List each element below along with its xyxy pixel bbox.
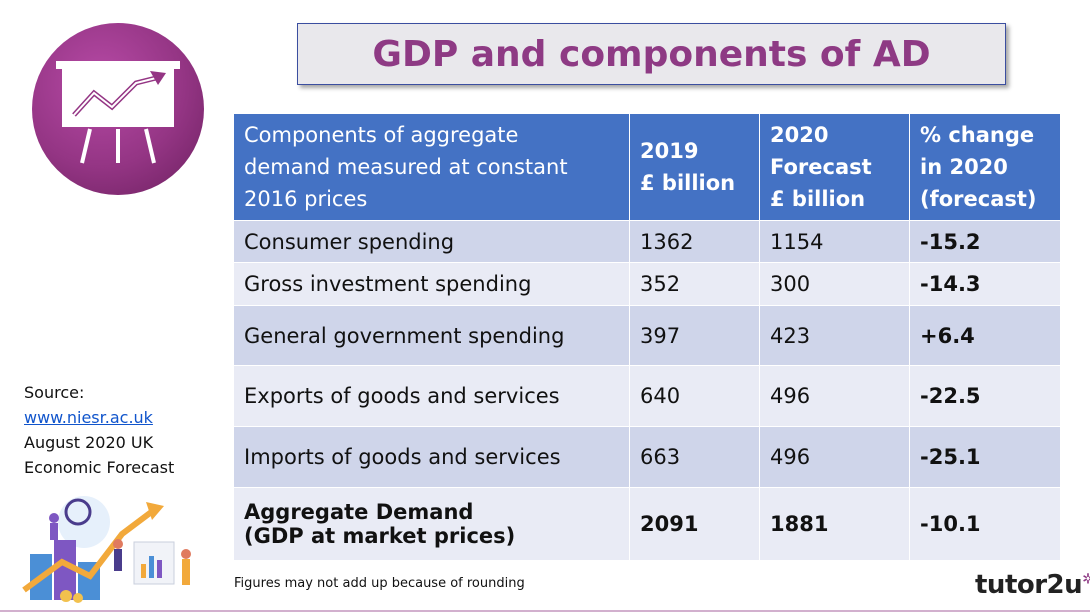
- row-label: Gross investment spending: [233, 262, 630, 306]
- value-change: -15.2: [909, 220, 1061, 263]
- header-line: demand measured at constant: [244, 155, 568, 179]
- table-row: Imports of goods and services 663 496 -2…: [233, 426, 1061, 488]
- value-2020: 1154: [759, 220, 910, 263]
- value-change: -25.1: [909, 426, 1061, 488]
- bottom-divider: [0, 610, 1090, 612]
- header-line: Forecast: [770, 155, 872, 179]
- row-label: Imports of goods and services: [233, 426, 630, 488]
- header-line: 2019: [640, 139, 699, 163]
- table-row: Gross investment spending 352 300 -14.3: [233, 262, 1061, 306]
- table-total-row: Aggregate Demand (GDP at market prices) …: [233, 487, 1061, 561]
- value-2019: 352: [629, 262, 760, 306]
- value-2020: 496: [759, 365, 910, 427]
- row-label: Exports of goods and services: [233, 365, 630, 427]
- header-2020: 2020 Forecast £ billion: [759, 113, 910, 221]
- presentation-chart-icon: [32, 23, 204, 195]
- rounding-footnote: Figures may not add up because of roundi…: [234, 576, 525, 591]
- value-change: -14.3: [909, 262, 1061, 306]
- title-box: GDP and components of AD: [297, 23, 1006, 85]
- total-2020: 1881: [759, 487, 910, 561]
- row-label: General government spending: [233, 305, 630, 366]
- value-2020: 423: [759, 305, 910, 366]
- header-2019: 2019 £ billion: [629, 113, 760, 221]
- header-line: 2016 prices: [244, 187, 368, 211]
- header-line: (forecast): [920, 187, 1037, 211]
- total-label-line: Aggregate Demand: [244, 500, 474, 524]
- total-change: -10.1: [909, 487, 1061, 561]
- value-2019: 640: [629, 365, 760, 427]
- total-label: Aggregate Demand (GDP at market prices): [233, 487, 630, 561]
- table-row: Consumer spending 1362 1154 -15.2: [233, 220, 1061, 263]
- header-line: in 2020: [920, 155, 1008, 179]
- total-label-line: (GDP at market prices): [244, 524, 516, 548]
- header-line: Components of aggregate: [244, 123, 519, 147]
- gdp-table: Components of aggregate demand measured …: [233, 113, 1061, 561]
- value-change: -22.5: [909, 365, 1061, 427]
- total-2019: 2091: [629, 487, 760, 561]
- value-2020: 496: [759, 426, 910, 488]
- brand-logo: tutor2u✲: [975, 570, 1090, 600]
- header-line: 2020: [770, 123, 829, 147]
- source-line: Economic Forecast: [24, 458, 175, 477]
- brand-dot-icon: ✲: [1082, 571, 1090, 588]
- header-line: £ billion: [770, 187, 866, 211]
- source-link[interactable]: www.niesr.ac.uk: [24, 408, 153, 427]
- value-2019: 1362: [629, 220, 760, 263]
- value-2019: 397: [629, 305, 760, 366]
- source-heading: Source:: [24, 383, 85, 402]
- header-line: £ billion: [640, 171, 736, 195]
- header-components: Components of aggregate demand measured …: [233, 113, 630, 221]
- value-change: +6.4: [909, 305, 1061, 366]
- header-line: % change: [920, 123, 1035, 147]
- value-2019: 663: [629, 426, 760, 488]
- source-block: Source: www.niesr.ac.uk August 2020 UK E…: [24, 380, 224, 480]
- brand-text: tutor2u: [975, 570, 1083, 600]
- growth-illustration-icon: [22, 496, 191, 603]
- header-change: % change in 2020 (forecast): [909, 113, 1061, 221]
- value-2020: 300: [759, 262, 910, 306]
- table-header-row: Components of aggregate demand measured …: [233, 113, 1061, 221]
- table-row: Exports of goods and services 640 496 -2…: [233, 365, 1061, 427]
- table-row: General government spending 397 423 +6.4: [233, 305, 1061, 366]
- source-line: August 2020 UK: [24, 433, 154, 452]
- row-label: Consumer spending: [233, 220, 630, 263]
- page-title: GDP and components of AD: [372, 33, 931, 75]
